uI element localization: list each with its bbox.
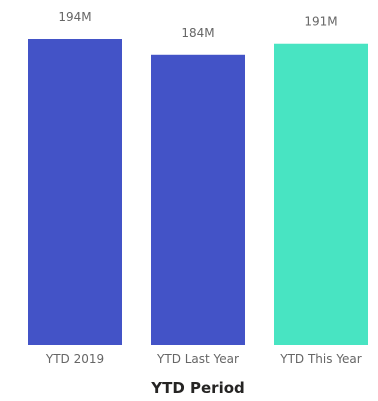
x-tick-label-3: YTD This Year — [279, 352, 362, 366]
bars-layer — [28, 39, 368, 346]
data-label-1: 194M — [58, 10, 91, 24]
bar-2[interactable] — [151, 54, 245, 346]
bar-1[interactable] — [28, 39, 122, 345]
data-label-3: 191M — [304, 15, 337, 29]
x-tick-label-2: YTD Last Year — [156, 352, 239, 366]
x-axis-title: YTD Period — [150, 379, 245, 397]
data-label-2: 184M — [181, 26, 214, 40]
x-tick-labels-layer: YTD 2019 YTD Last Year YTD This Year — [45, 352, 362, 366]
bar-3[interactable] — [274, 43, 368, 345]
x-tick-label-1: YTD 2019 — [45, 352, 104, 366]
data-labels-layer: 194M 184M 191M — [58, 10, 337, 40]
